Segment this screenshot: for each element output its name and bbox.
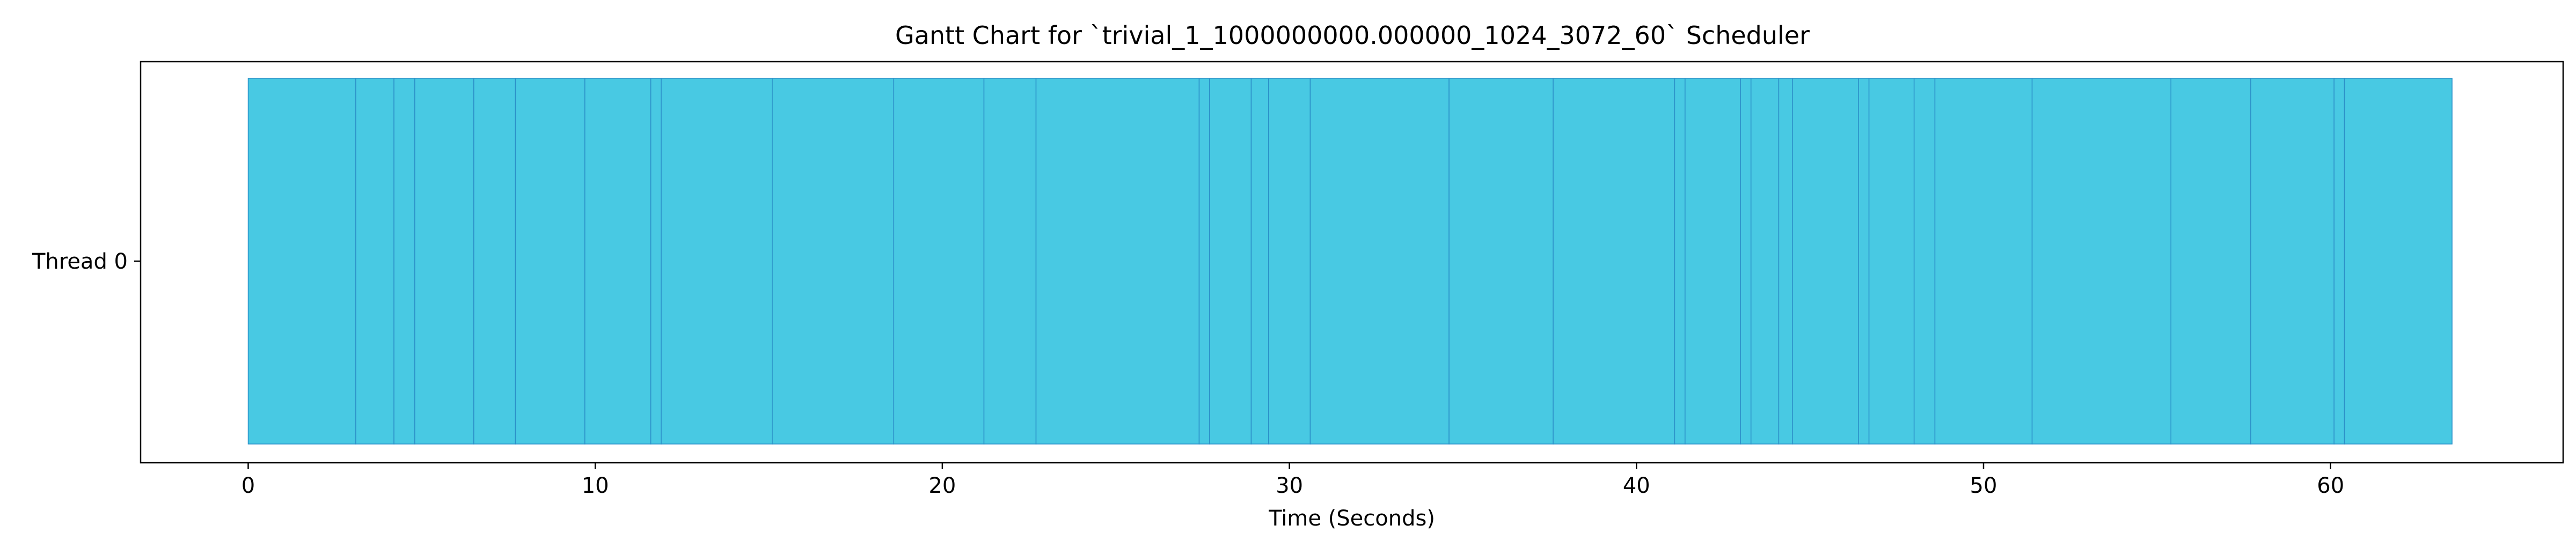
gantt-segment	[1035, 78, 1200, 445]
gantt-segment	[1209, 78, 1252, 445]
x-tick-label: 40	[1623, 473, 1650, 498]
gantt-segment	[1858, 78, 1870, 445]
gantt-segment	[2344, 78, 2453, 445]
gantt-segment	[414, 78, 474, 445]
x-tick-label: 20	[928, 473, 956, 498]
gantt-segment	[772, 78, 895, 445]
gantt-segment	[1913, 78, 1936, 445]
gantt-segment	[247, 78, 356, 445]
gantt-segment	[1674, 78, 1686, 445]
chart-title: Gantt Chart for `trivial_1_1000000000.00…	[895, 21, 1810, 50]
plot-frame	[140, 61, 2564, 464]
y-axis-ticks: Thread 0	[32, 249, 141, 274]
gantt-segment	[1792, 78, 1859, 445]
gantt-segment	[1740, 78, 1752, 445]
x-tick-label: 60	[2317, 473, 2344, 498]
gantt-segment	[2333, 78, 2345, 445]
gantt-segment	[1868, 78, 1915, 445]
x-tick-label: 10	[582, 473, 609, 498]
gantt-segment	[893, 78, 985, 445]
gantt-segment	[2031, 78, 2171, 445]
gantt-segment	[1934, 78, 2033, 445]
x-tick-label: 30	[1276, 473, 1303, 498]
x-axis-label: Time (Seconds)	[1268, 506, 1435, 531]
gantt-segment	[1553, 78, 1675, 445]
y-tick-label: Thread 0	[32, 249, 128, 274]
gantt-segment	[584, 78, 652, 445]
gantt-segment	[393, 78, 415, 445]
gantt-segment	[473, 78, 516, 445]
gantt-segment	[355, 78, 394, 445]
gantt-segment	[983, 78, 1037, 445]
gantt-segment	[515, 78, 586, 445]
gantt-segment	[1250, 78, 1269, 445]
x-tick-label: 0	[241, 473, 255, 498]
gantt-segment	[1268, 78, 1311, 445]
gantt-segment	[1198, 78, 1210, 445]
gantt-segment	[1685, 78, 1741, 445]
gantt-segment	[650, 78, 662, 445]
gantt-segment	[1448, 78, 1554, 445]
gantt-segment	[1778, 78, 1794, 445]
gantt-segment	[2250, 78, 2334, 445]
x-tick-label: 50	[1970, 473, 1997, 498]
gantt-segment	[2170, 78, 2251, 445]
gantt-segment	[1750, 78, 1780, 445]
gantt-segment	[661, 78, 773, 445]
x-axis-ticks: 0 10 20 30 40 50 60	[241, 463, 2344, 498]
gantt-segment	[1309, 78, 1450, 445]
bars-layer	[247, 78, 2453, 445]
